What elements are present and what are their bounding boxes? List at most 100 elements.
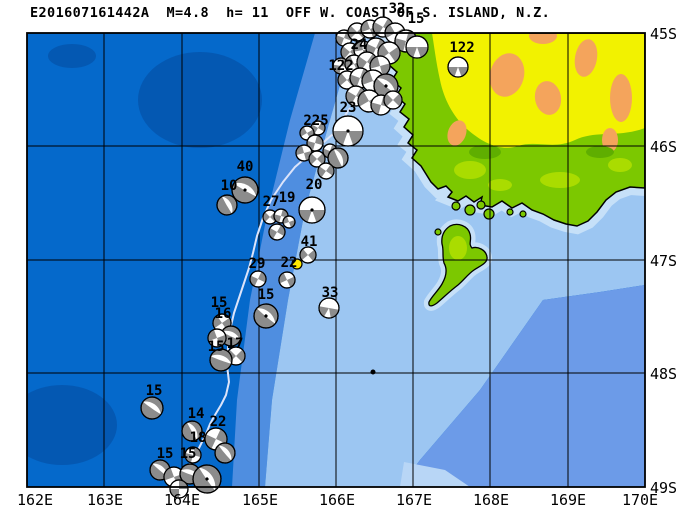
event-depth-label: 17 xyxy=(227,336,244,352)
focal-mechanism xyxy=(298,196,326,224)
island-elevation xyxy=(449,236,467,260)
focal-mechanism xyxy=(249,270,267,288)
event-depth-label: 20 xyxy=(306,177,323,193)
event-depth-label: 29 xyxy=(249,256,266,272)
event-depth-label: 23 xyxy=(340,100,357,116)
event-depth-label: 15 xyxy=(208,339,225,355)
plot-title: E201607161442A M=4.8 h= 11 OFF W. COAST … xyxy=(30,5,551,21)
focal-mechanism xyxy=(299,246,317,264)
bathymetry-southeast xyxy=(400,285,645,487)
focal-mechanism xyxy=(295,144,313,162)
map-terrain xyxy=(27,33,645,487)
focal-mechanism xyxy=(231,176,259,204)
longitude-label: 169E xyxy=(550,491,586,509)
rock-dot xyxy=(370,369,376,375)
islet xyxy=(451,201,461,211)
islet xyxy=(483,208,495,220)
event-depth-label: 225 xyxy=(303,113,328,129)
focal-mechanism xyxy=(214,442,236,464)
focal-mechanism xyxy=(192,464,222,494)
islet xyxy=(434,228,442,236)
event-depth-label: 16 xyxy=(215,306,232,322)
longitude-label: 163E xyxy=(87,491,123,509)
latitude-label: 47S xyxy=(650,252,677,270)
latitude-label: 45S xyxy=(650,25,677,43)
beachball-layer xyxy=(140,16,469,499)
ocean-deeper-patch xyxy=(27,385,117,465)
elevation-orange xyxy=(574,39,598,77)
event-depth-label: 22 xyxy=(281,255,298,271)
longitude-label: 164E xyxy=(164,491,200,509)
ocean-deeper-patch xyxy=(48,44,96,68)
longitude-label: 162E xyxy=(17,491,53,509)
elevation-orange xyxy=(610,74,632,122)
coastline xyxy=(385,33,645,227)
stewart-island xyxy=(428,223,488,307)
focal-mechanism xyxy=(447,56,469,78)
islet xyxy=(464,204,476,216)
focal-mechanism xyxy=(308,150,326,168)
event-depth-label: 41 xyxy=(301,234,318,250)
latitude-label: 49S xyxy=(650,479,677,497)
elevation-orange xyxy=(534,81,562,115)
focal-mechanism xyxy=(216,194,238,216)
event-depth-label: 24 xyxy=(351,37,368,53)
focal-mechanism xyxy=(278,271,296,289)
event-depth-label: 15 xyxy=(157,446,174,462)
elevation-orange xyxy=(489,53,525,97)
event-depth-label: 10 xyxy=(221,178,238,194)
event-depth-label: 14 xyxy=(188,406,205,422)
event-depth-label: 32 xyxy=(389,1,406,17)
longitude-label: 168E xyxy=(473,491,509,509)
longitude-label: 166E xyxy=(319,491,355,509)
graticule xyxy=(27,33,645,487)
focal-mechanism xyxy=(332,115,364,147)
islet xyxy=(506,208,514,216)
event-depth-label: 18 xyxy=(190,430,207,446)
focal-mechanism xyxy=(181,420,203,442)
epicenter-marker xyxy=(291,258,303,270)
event-depth-label: 15 xyxy=(408,11,425,27)
event-depth-label: 15 xyxy=(180,446,197,462)
event-depth-label: 122 xyxy=(449,40,474,56)
focal-mechanism xyxy=(317,162,335,180)
elevation-yellowgreen xyxy=(608,158,632,172)
elevation-darkgreen xyxy=(469,145,501,159)
elevation-yellowgreen xyxy=(488,179,512,191)
focal-mechanism xyxy=(282,215,296,229)
event-depth-label: 15 xyxy=(258,287,275,303)
focal-mechanism xyxy=(268,223,286,241)
longitude-label: 165E xyxy=(242,491,278,509)
event-depth-label: 27 xyxy=(263,194,280,210)
elevation-orange xyxy=(529,33,557,44)
focal-mechanism xyxy=(184,446,202,464)
elevation-yellowgreen xyxy=(454,161,486,179)
elevation-darkgreen xyxy=(586,146,614,158)
ocean-deeper-patch xyxy=(138,52,262,148)
event-depth-label: 15 xyxy=(146,383,163,399)
focal-mechanism xyxy=(383,90,403,110)
focal-mechanism xyxy=(405,35,429,59)
latitude-label: 46S xyxy=(650,138,677,156)
focal-mechanism xyxy=(318,297,340,319)
elevation-orange xyxy=(447,120,467,146)
focal-mechanism xyxy=(327,147,349,169)
map-frame xyxy=(26,32,646,488)
event-depth-label: 22 xyxy=(210,414,227,430)
event-depth-label: 33 xyxy=(322,285,339,301)
islet xyxy=(476,200,486,210)
focal-mechanism xyxy=(140,396,164,420)
longitude-label: 167E xyxy=(396,491,432,509)
longitude-label: 170E xyxy=(622,491,658,509)
elevation-yellowgreen xyxy=(540,172,580,188)
event-depth-label: 40 xyxy=(237,159,254,175)
islet xyxy=(519,210,527,218)
event-depth-label: 15 xyxy=(211,295,228,311)
bathymetry-pale-spot xyxy=(400,462,470,487)
event-depth-label: 122 xyxy=(328,58,353,74)
land-elevation xyxy=(432,33,645,191)
focal-mechanism xyxy=(306,134,324,152)
latitude-label: 48S xyxy=(650,365,677,383)
